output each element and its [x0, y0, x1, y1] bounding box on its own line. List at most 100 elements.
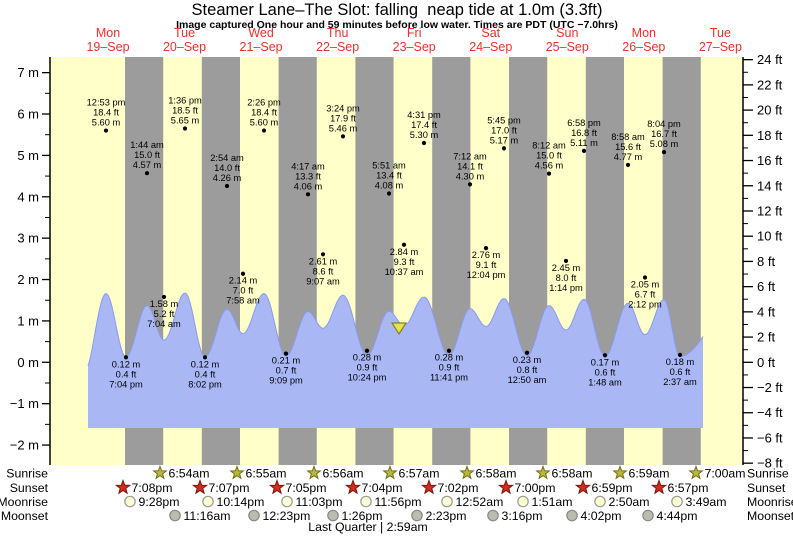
tide-event-dot [483, 245, 489, 251]
tide-event-label: 11:41 pm [430, 373, 468, 383]
sunset-star-icon [191, 479, 209, 495]
moonrise-icon [594, 495, 606, 508]
tide-event-label: 4.06 m [294, 181, 323, 191]
sunset-star-icon [114, 479, 132, 495]
day-date-label: 20–Sep [163, 40, 206, 54]
sunrise-star-icon [306, 464, 322, 480]
moonrise-row-label-left: Moonrise [0, 495, 48, 509]
sunrise-star-icon [612, 464, 628, 480]
tide-event-label: 4.56 m [535, 161, 564, 171]
left-axis-label: 7 m [17, 65, 39, 80]
moonset-icon [487, 509, 499, 522]
tide-event-label: 14.1 ft [457, 161, 483, 171]
moonrise-icon [517, 495, 529, 508]
sunset-time: 7:00pm [515, 481, 556, 495]
tide-event-dot [123, 355, 129, 360]
tide-event-label: 7:04 am [147, 319, 181, 329]
tide-event-label: 0.8 ft [517, 365, 538, 375]
tide-event-label: 1:44 am [130, 140, 164, 150]
sunset-time: 6:59pm [592, 481, 633, 495]
tide-event-label: 0.17 m [591, 357, 620, 367]
tide-event-dot [625, 162, 631, 168]
tide-event-label: 0.23 m [513, 355, 542, 365]
tide-event-dot [421, 140, 427, 146]
day-date-label: 26–Sep [622, 40, 665, 54]
moonrise-icon [202, 495, 214, 508]
moonrise-time: 2:50am [609, 495, 650, 509]
sunrise-time: 6:57am [399, 466, 440, 480]
tide-event-label: 18.4 ft [93, 108, 119, 118]
sunrise-time: 6:55am [246, 466, 287, 480]
tide-event-label: 12:53 pm [87, 98, 126, 108]
tide-event-label: 8:04 pm [647, 119, 681, 129]
tide-event-label: 15.0 ft [536, 151, 562, 161]
tide-event-label: 7.0 ft [233, 286, 254, 296]
moonrise-icon [441, 495, 453, 508]
day-name-label: Fri [407, 26, 422, 40]
left-axis-label: 3 m [17, 231, 39, 246]
day-name-label: Mon [632, 26, 656, 40]
tide-event-label: 0.7 ft [276, 366, 297, 376]
tide-event-label: 6.7 ft [635, 289, 656, 299]
day-name-label: Mon [96, 26, 120, 40]
sunrise-star-icon [382, 464, 398, 480]
left-axis-label: 4 m [17, 189, 39, 204]
day-date-label: 27–Sep [699, 40, 742, 54]
sunrise-star-icon [688, 464, 704, 480]
sunrise-star-icon [535, 464, 551, 480]
tide-event-label: 2:12 pm [628, 299, 662, 309]
day-date-label: 22–Sep [316, 40, 359, 54]
left-axis-label: −2 m [10, 438, 39, 453]
right-axis-label: −6 ft [757, 430, 783, 445]
tide-event-label: 0.28 m [435, 353, 464, 363]
tide-event-label: 4.26 m [213, 173, 242, 183]
tide-event-label: 2.14 m [229, 276, 258, 286]
sunset-time: 7:04pm [362, 481, 403, 495]
sunset-time: 7:05pm [286, 481, 327, 495]
tide-event-label: 5.08 m [650, 139, 679, 149]
sunset-star-icon [268, 479, 286, 495]
moonset-row-label-left: Moonset [1, 509, 49, 523]
tide-event-label: 2.76 m [472, 250, 501, 260]
sunset-row-label-left: Sunset [10, 481, 49, 495]
tide-event-label: 5.30 m [410, 130, 439, 140]
sunrise-time: 6:54am [169, 466, 210, 480]
tide-event-label: 5.46 m [329, 123, 358, 133]
tide-event-dot [546, 171, 552, 176]
tide-event-label: 18.4 ft [251, 108, 277, 118]
chart-title: Steamer Lane–The Slot: falling neap tide… [192, 1, 603, 19]
left-axis-label: 0 m [17, 355, 39, 370]
day-name-label: Tue [174, 26, 195, 40]
tide-event-dot [524, 350, 530, 355]
tide-event-dot [240, 271, 246, 276]
sunset-time: 7:08pm [132, 481, 173, 495]
day-date-label: 25–Sep [546, 40, 589, 54]
tide-event-dot [320, 252, 326, 257]
tide-event-label: 17.0 ft [491, 125, 517, 135]
tide-curve-line [87, 292, 704, 367]
tide-event-dot [602, 353, 608, 358]
tide-event-label: 2.84 m [390, 247, 419, 257]
right-axis-label: 2 ft [757, 330, 775, 345]
tide-event-label: 5:51 am [372, 160, 406, 170]
moonset-time: 2:23pm [426, 509, 467, 523]
almanac-layer: Sunrise Sunrise 6:54am 6:55am 6:56am 6:57am 6:… [0, 464, 793, 534]
tide-event-label: 8:58 am [611, 132, 645, 142]
tide-event-label: 9.1 ft [476, 260, 497, 270]
tide-event-label: 0.6 ft [595, 367, 616, 377]
right-axis-label: 12 ft [757, 203, 783, 218]
moonset-time: 12:23pm [263, 509, 311, 523]
moonrise-time: 9:28pm [139, 495, 180, 509]
sunset-star-icon [650, 479, 668, 495]
sunrise-time: 6:58am [552, 466, 593, 480]
right-axis-label: −8 ft [757, 456, 783, 471]
moonrise-row-label-right: Moonrise [747, 495, 793, 509]
moonset-time: 4:44pm [657, 509, 698, 523]
tide-event-label: 15.6 ft [615, 142, 641, 152]
moonrise-icon [671, 495, 683, 508]
sunset-star-icon [497, 479, 515, 495]
tide-event-label: 8:02 pm [188, 379, 222, 389]
tide-event-dot [103, 128, 109, 133]
sunset-time: 7:07pm [209, 481, 250, 495]
